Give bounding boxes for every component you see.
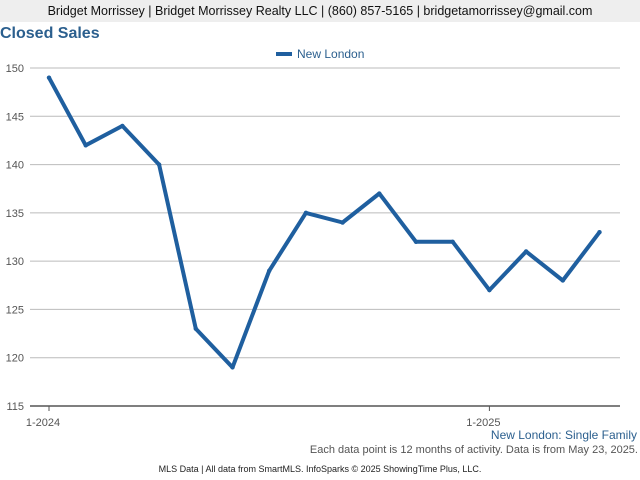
data-point (156, 162, 162, 167)
data-point (83, 143, 88, 148)
data-point (377, 191, 382, 196)
legend[interactable]: New London (276, 47, 364, 61)
series-line-new-london (47, 75, 602, 370)
data-point (523, 249, 529, 254)
data-point (120, 123, 125, 129)
data-point (450, 239, 455, 245)
data-point (230, 365, 235, 370)
y-tick-label: 140 (6, 160, 24, 172)
x-tick-label: 1-2025 (466, 417, 500, 429)
legend-label-new-london: New London (297, 47, 364, 61)
data-point (267, 268, 272, 273)
data-point (487, 287, 492, 293)
data-point (413, 239, 419, 245)
x-axis: 1-2024 1-2025 (26, 405, 620, 429)
grid-lines (30, 67, 620, 407)
data-source: MLS Data | All data from SmartMLS. InfoS… (158, 464, 482, 474)
data-point (597, 229, 602, 235)
contact-header: Bridget Morrissey | Bridget Morrissey Re… (0, 0, 640, 22)
y-tick-label: 135 (6, 208, 24, 220)
data-point (303, 210, 309, 216)
data-point (46, 75, 52, 80)
y-tick-label: 145 (6, 111, 24, 123)
y-tick-label: 120 (6, 353, 24, 365)
data-note: Each data point is 12 months of activity… (309, 444, 638, 456)
y-tick-label: 150 (6, 63, 24, 75)
data-point (560, 278, 565, 283)
chart-caption: New London: Single Family (491, 428, 637, 442)
x-tick-label: 1-2024 (26, 417, 60, 429)
y-axis-ticks: 115 120 125 130 135 140 145 150 (6, 63, 24, 413)
series-layer (46, 75, 602, 370)
y-tick-label: 130 (6, 256, 24, 268)
data-point (340, 220, 345, 225)
chart-title: Closed Sales (0, 25, 100, 42)
y-tick-label: 115 (6, 401, 24, 413)
y-tick-label: 125 (6, 304, 24, 316)
data-point (193, 326, 198, 331)
